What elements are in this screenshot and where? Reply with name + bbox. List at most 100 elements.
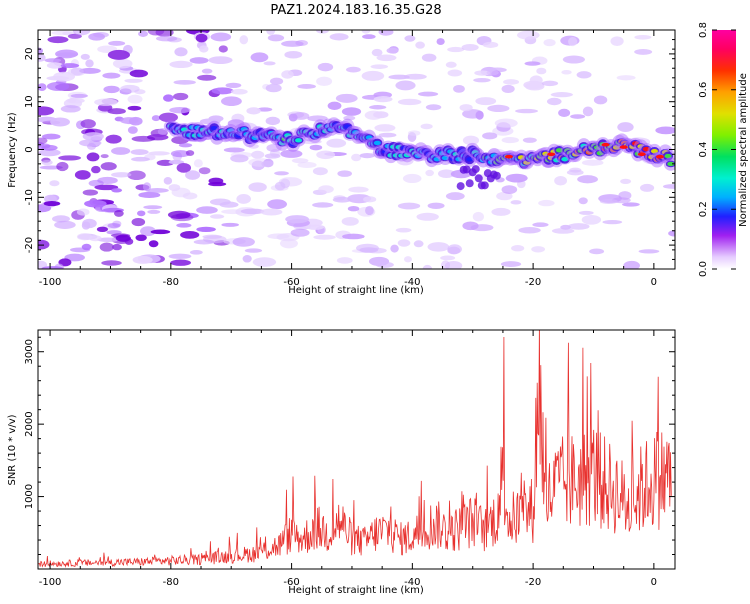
noise-blob (581, 215, 602, 225)
noise-blob (561, 69, 572, 75)
noise-blob (511, 245, 525, 252)
noise-blob (332, 196, 352, 203)
y-tick-label: 10 (24, 95, 35, 108)
noise-blob (196, 206, 218, 214)
ridge-peak (504, 154, 513, 159)
noise-blob (616, 75, 636, 81)
noise-blob (618, 191, 632, 200)
colorbar-tick-label: 0.6 (698, 82, 709, 98)
noise-blob (111, 147, 131, 155)
snr-panel: -100 -80 -60 -40 -20 0 1000 2000 3000 Height of… (7, 329, 676, 596)
ridge-branch (474, 174, 483, 183)
noise-blob (346, 66, 361, 73)
noise-blob (355, 243, 379, 253)
noise-blob (361, 70, 385, 81)
noise-blob (541, 80, 559, 87)
noise-blob (378, 132, 397, 138)
noise-blob (131, 156, 150, 162)
noise-blob (475, 110, 484, 120)
noise-blob (577, 175, 598, 184)
noise-blob (543, 39, 556, 47)
noise-blob (500, 261, 522, 267)
noise-blob (250, 52, 269, 63)
noise-blob (622, 202, 640, 207)
noise-blob (80, 53, 90, 60)
noise-blob (185, 170, 201, 180)
noise-blob (496, 191, 513, 201)
ridge-peak (637, 152, 646, 157)
noise-blob (263, 61, 276, 66)
noise-blob (313, 234, 336, 240)
noise-blob (155, 35, 178, 42)
noise-blob (570, 114, 586, 119)
noise-blob (38, 148, 61, 157)
noise-blob (403, 256, 412, 263)
noise-blob (127, 126, 138, 134)
ridge-core (667, 161, 675, 167)
noise-blob (348, 186, 369, 193)
noise-blob (623, 260, 640, 269)
ridge-core (664, 153, 672, 159)
ridge-core (373, 140, 381, 146)
noise-blob (41, 159, 53, 166)
noise-blob (376, 54, 397, 62)
noise-blob (297, 84, 316, 89)
noise-blob (127, 170, 146, 181)
colorbar-tick-label: 0.4 (698, 142, 709, 158)
ridge-branch (456, 182, 465, 191)
noise-blob (475, 97, 497, 106)
noise-blob (124, 78, 143, 83)
noise-blob (230, 88, 248, 95)
noise-blob (453, 84, 465, 93)
noise-blob (317, 62, 334, 72)
noise-blob (211, 87, 234, 95)
noise-blob (176, 223, 192, 228)
noise-blob (558, 108, 571, 118)
noise-blob (185, 150, 195, 156)
noise-blob (38, 83, 47, 92)
noise-blob (522, 137, 537, 143)
noise-blob (503, 79, 520, 85)
noise-blob (440, 255, 456, 261)
spectrogram-y-label: Frequency (Hz) (7, 112, 18, 188)
noise-blob (501, 136, 519, 144)
noise-blob (64, 253, 85, 262)
x-tick-label: -60 (283, 577, 299, 588)
noise-blob (248, 182, 267, 192)
noise-blob (318, 185, 334, 194)
noise-blob (386, 47, 399, 54)
noise-blob (173, 79, 196, 85)
noise-blob (494, 118, 518, 128)
noise-blob (244, 248, 263, 253)
noise-blob (127, 94, 143, 104)
snr-x-axis: -100 -80 -60 -40 -20 0 (39, 330, 657, 588)
noise-blob (208, 56, 233, 64)
noise-blob (447, 69, 463, 77)
noise-blob (151, 115, 161, 122)
noise-blob (474, 70, 491, 76)
noise-blob (218, 45, 228, 53)
noise-blob (66, 98, 85, 104)
noise-blob (576, 71, 592, 79)
noise-blob (365, 205, 374, 216)
ridge-peak (601, 142, 610, 147)
noise-blob (70, 93, 89, 98)
noise-blob (326, 138, 347, 148)
ridge-branch (465, 179, 474, 188)
noise-blob (84, 200, 107, 208)
noise-blob (58, 155, 82, 161)
noise-blob (486, 70, 499, 76)
noise-blob (46, 62, 64, 69)
noise-blob (105, 134, 122, 144)
noise-blob (274, 171, 289, 176)
noise-blob (473, 77, 491, 83)
noise-blob (462, 221, 479, 231)
noise-blob (174, 47, 188, 57)
noise-blob (427, 242, 450, 252)
noise-blob (130, 149, 149, 155)
x-tick-label: -60 (283, 277, 299, 288)
noise-blob (97, 237, 120, 243)
noise-blob (210, 214, 225, 219)
noise-blob (582, 106, 594, 117)
